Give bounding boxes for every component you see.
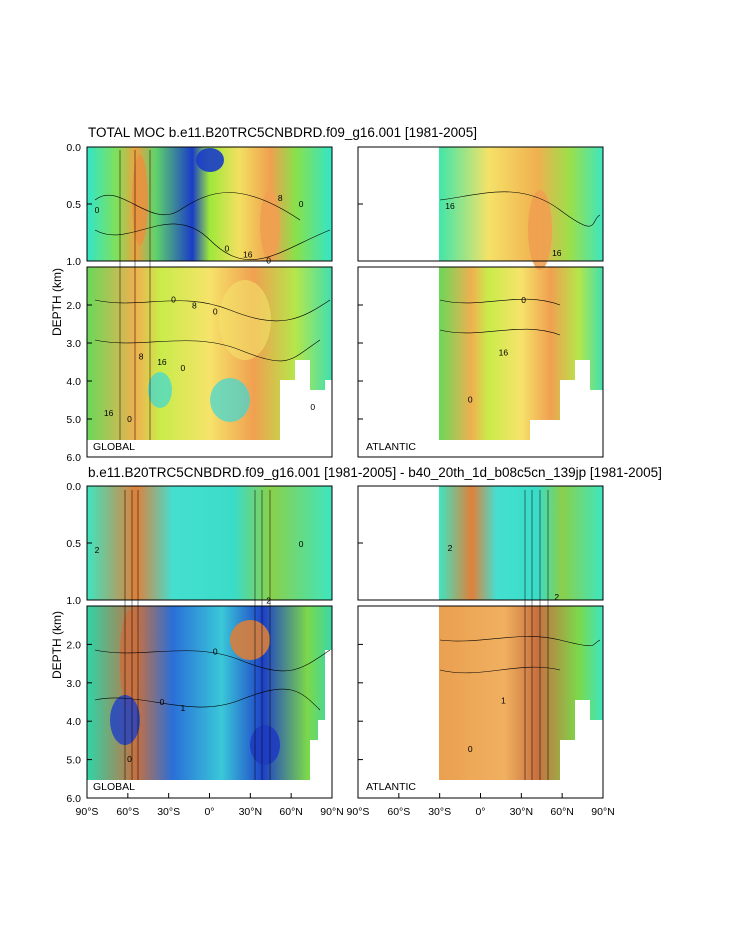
y-tick-label: 2.0	[66, 639, 81, 651]
contour-label: 16	[104, 408, 114, 418]
y-tick-labels: 0.0 0.5 1.0 2.0 3.0 4.0 5.0 6.0 0.0 0.5 1.0 2.0 3.0 4…	[66, 142, 363, 805]
contour-label: 1	[180, 703, 185, 713]
x-tick-label: 90°N	[591, 806, 614, 818]
x-tick-label: 90°S	[347, 806, 370, 818]
y-tick-label: 6.0	[66, 452, 81, 464]
ylabel-bottom: DEPTH (km)	[50, 611, 64, 679]
x-tick-label: 90°S	[76, 806, 99, 818]
y-tick-label: 0.5	[66, 538, 81, 550]
contour-label: 0	[95, 205, 100, 215]
chart-title-bottom: b.e11.B20TRC5CNBDRD.f09_g16.001 [1981-20…	[88, 465, 662, 480]
contour-label: 8	[139, 351, 144, 361]
contour-label: 0	[468, 744, 473, 754]
contour-label: 0	[171, 294, 176, 304]
contour-label: 0	[299, 539, 304, 549]
y-tick-label: 0.5	[66, 199, 81, 211]
y-tick-label: 1.0	[66, 256, 81, 268]
contour-label: 16	[499, 347, 509, 357]
contour-label: 0	[127, 414, 132, 424]
y-tick-label: 4.0	[66, 376, 81, 388]
y-tick-label: 3.0	[66, 678, 81, 690]
contour-label: 0	[266, 256, 271, 266]
contour-label: 2	[95, 545, 100, 555]
ylabel-top: DEPTH (km)	[50, 268, 64, 336]
y-tick-label: 6.0	[66, 793, 81, 805]
x-tick-labels: 90°S 60°S 30°S 0° 30°N 60°N 90°N 90°S 60°S 30°S 0°…	[76, 793, 615, 818]
contour-labels-bottom-global: 2 1 2 0 0 0 0	[95, 539, 304, 764]
contour-label: 1	[501, 695, 506, 705]
contour-label: 8	[192, 300, 197, 310]
x-tick-label: 0°	[204, 806, 214, 818]
panel-bottom-global: GLOBAL	[86, 485, 333, 799]
contour-label: 0	[225, 244, 230, 254]
contour-label: 16	[552, 248, 562, 258]
y-tick-label: 5.0	[66, 755, 81, 767]
contour-label: 8	[278, 193, 283, 203]
contour-label: 0	[160, 697, 165, 707]
x-tick-label: 0°	[475, 806, 485, 818]
x-tick-label: 60°N	[279, 806, 302, 818]
contour-label: 16	[157, 357, 167, 367]
contour-label: 0	[468, 394, 473, 404]
contour-label: 0	[213, 646, 218, 656]
x-tick-label: 60°S	[116, 806, 139, 818]
contour-label: 2	[448, 543, 453, 553]
x-tick-label: 30°N	[510, 806, 533, 818]
panel-top-global: GLOBAL	[86, 146, 333, 458]
y-tick-label: 5.0	[66, 414, 81, 426]
region-label-top-atlantic: ATLANTIC	[366, 441, 416, 453]
y-tick-label: 0.0	[66, 142, 81, 154]
x-tick-label: 60°N	[550, 806, 573, 818]
region-label-bottom-global: GLOBAL	[93, 781, 135, 793]
y-tick-label: 1.0	[66, 595, 81, 607]
contour-label: 0	[310, 402, 315, 412]
region-label-top-global: GLOBAL	[93, 441, 135, 453]
region-label-bottom-atlantic: ATLANTIC	[366, 781, 416, 793]
x-tick-label: 30°N	[239, 806, 262, 818]
contour-label: 16	[445, 201, 455, 211]
y-tick-label: 0.0	[66, 481, 81, 493]
contour-label: 0	[127, 754, 132, 764]
x-tick-label: 60°S	[387, 806, 410, 818]
contour-label: 0	[213, 306, 218, 316]
contour-label: 0	[521, 295, 526, 305]
contour-labels-top-atlantic: 16 16 16 0 0	[445, 201, 562, 404]
contour-label: 16	[243, 250, 253, 260]
x-tick-label: 30°S	[157, 806, 180, 818]
x-tick-label: 90°N	[320, 806, 343, 818]
y-tick-label: 3.0	[66, 338, 81, 350]
panel-top-atlantic: ATLANTIC	[357, 146, 604, 458]
contour-label: 2	[554, 592, 559, 602]
contour-labels-top-global: 0 0 0 0 0 0 16 16 16 8 8 8 0 0 0	[95, 193, 316, 424]
panel-bottom-atlantic: ATLANTIC	[357, 485, 604, 799]
contour-labels-bottom-atlantic: 2 1 2 0	[448, 543, 560, 754]
contour-label: 0	[299, 199, 304, 209]
y-tick-label: 4.0	[66, 716, 81, 728]
x-tick-label: 30°S	[428, 806, 451, 818]
contour-label: 0	[180, 363, 185, 373]
chart-title-top: TOTAL MOC b.e11.B20TRC5CNBDRD.f09_g16.00…	[88, 125, 477, 140]
y-tick-label: 2.0	[66, 300, 81, 312]
contour-label: 2	[266, 596, 271, 606]
